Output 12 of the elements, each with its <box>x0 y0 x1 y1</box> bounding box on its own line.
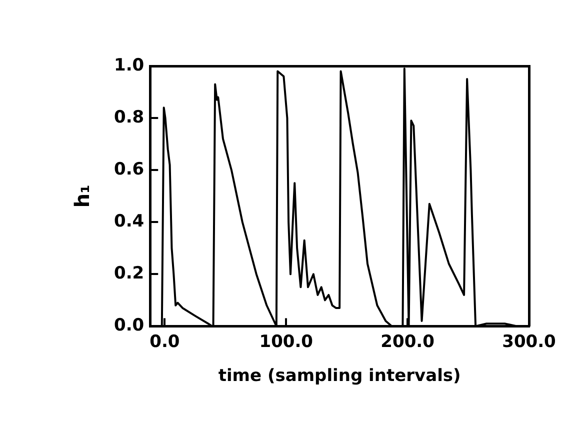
x-tick-label: 300.0 <box>502 332 556 352</box>
y-tick-label: 0.0 <box>114 316 144 336</box>
x-tick-label: 0.0 <box>150 332 180 352</box>
x-tick-label: 200.0 <box>380 332 435 352</box>
y-tick-label: 0.2 <box>114 264 144 284</box>
y-tick-label: 0.4 <box>114 212 144 232</box>
x-tick-label: 100.0 <box>259 332 314 352</box>
y-tick-label: 1.0 <box>114 55 144 76</box>
x-axis-title: time (sampling intervals) <box>218 366 461 386</box>
y-tick-label: 0.8 <box>114 107 144 128</box>
y-axis-title: h₁ <box>70 184 94 208</box>
y-tick-label: 0.6 <box>114 160 144 180</box>
